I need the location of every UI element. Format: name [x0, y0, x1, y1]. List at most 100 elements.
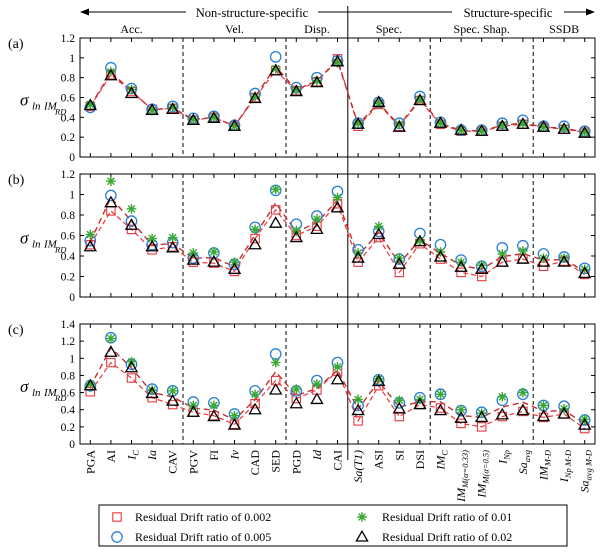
data-point-triangle: [248, 402, 262, 415]
data-point-triangle: [351, 403, 365, 416]
data-point-triangle: [392, 401, 407, 414]
data-point-triangle: [186, 252, 201, 265]
y-tick-label: 0.2: [61, 422, 76, 434]
data-point-triangle: [104, 195, 118, 208]
x-tick-label: Ia: [145, 450, 159, 461]
header-label-bg-right: [452, 4, 564, 20]
y-axis-label-sub: ln: [32, 387, 41, 399]
data-point-square: [270, 205, 281, 215]
data-point-triangle: [577, 126, 592, 138]
data-point-star: [126, 84, 137, 95]
data-point-triangle: [516, 117, 530, 129]
data-point-square: [456, 418, 466, 429]
data-point-star: [456, 404, 466, 415]
data-point-triangle: [104, 345, 118, 357]
legend-label-1: Residual Drift ratio of 0.01: [382, 510, 512, 524]
data-point-square: [147, 245, 157, 255]
data-point-star: [209, 400, 219, 411]
data-point-star: [147, 233, 157, 244]
y-tick-label: 1: [69, 190, 75, 202]
data-point-triangle: [289, 230, 304, 243]
data-point-triangle: [124, 218, 139, 230]
data-point-star: [291, 384, 302, 394]
data-point-star: [518, 387, 528, 398]
y-tick-label: 1: [69, 353, 75, 365]
series-line-red: [89, 202, 586, 278]
data-point-square: [476, 422, 487, 432]
data-point-star: [250, 389, 260, 400]
data-point-triangle: [165, 240, 180, 253]
y-tick-label: 0.6: [61, 231, 76, 243]
data-point-star: [579, 264, 590, 275]
data-point-triangle: [268, 216, 283, 228]
y-tick-label: 0.6: [61, 388, 76, 400]
x-tick-label: IMM(α=0.33): [454, 450, 470, 503]
data-point-star: [312, 75, 322, 86]
data-point-triangle: [248, 91, 262, 104]
data-point-square: [291, 393, 302, 404]
data-point-triangle: [413, 93, 427, 106]
data-point-square: [476, 271, 487, 282]
data-point-triangle: [516, 251, 530, 264]
data-point-triangle: [207, 255, 221, 267]
data-point-triangle: [557, 255, 571, 267]
data-point-star: [579, 127, 590, 138]
legend-marker-square: [112, 512, 122, 522]
section-label-0: Acc.: [120, 22, 142, 36]
data-point-star: [518, 118, 528, 129]
data-point-star: [188, 114, 199, 125]
data-point-star: [435, 118, 446, 129]
data-point-star: [106, 176, 116, 186]
x-tick-label: IMM-D: [537, 449, 553, 481]
data-point-triangle: [248, 237, 262, 250]
data-point-star: [435, 389, 446, 400]
data-point-star: [538, 400, 549, 411]
header-group-left: Non-structure-specific: [196, 6, 309, 20]
y-axis-label-rd: RD: [54, 393, 67, 403]
data-point-star: [291, 225, 302, 236]
section-label-5: SSDB: [549, 22, 579, 36]
y-axis-label: σ: [20, 229, 29, 248]
data-point-star: [373, 221, 384, 232]
data-point-triangle: [536, 409, 551, 422]
data-point-triangle: [165, 102, 180, 115]
data-point-star: [250, 224, 260, 235]
data-point-star: [291, 84, 302, 95]
y-tick-label: 0: [69, 152, 75, 164]
data-point-triangle: [577, 266, 592, 279]
header-group-right: Structure-specific: [464, 6, 553, 20]
legend-label-3: Residual Drift ratio of 0.02: [382, 530, 512, 544]
data-point-triangle: [310, 392, 324, 405]
y-axis-label-sub: ln: [32, 101, 41, 113]
x-tick-label: IMM(α=0.5): [475, 450, 491, 499]
data-point-triangle: [186, 113, 201, 125]
data-point-star: [538, 122, 549, 133]
data-point-star: [270, 184, 281, 195]
data-point-star: [394, 119, 405, 130]
data-point-triangle: [145, 239, 159, 252]
data-point-star: [353, 118, 363, 129]
data-point-star: [559, 253, 569, 263]
data-point-star: [167, 232, 178, 243]
data-point-triangle: [310, 75, 324, 88]
y-tick-label: 0: [69, 292, 75, 304]
x-tick-label: SI: [392, 450, 406, 461]
data-point-triangle: [145, 386, 159, 399]
legend-label-0: Residual Drift ratio of 0.002: [135, 510, 271, 524]
x-tick-label: CAV: [166, 450, 180, 474]
data-point-star: [250, 91, 260, 102]
data-point-star: [373, 374, 384, 384]
data-point-star: [332, 192, 343, 203]
x-tick-label: SED: [269, 450, 283, 473]
data-point-star: [270, 63, 281, 74]
x-tick-label: INp: [495, 450, 511, 465]
data-point-triangle: [83, 239, 98, 252]
y-axis-label: σ: [20, 91, 29, 110]
panel-label: (c): [8, 323, 24, 338]
y-axis-label: σ: [20, 377, 29, 396]
data-point-triangle: [433, 403, 448, 416]
data-point-triangle: [516, 403, 530, 416]
data-point-triangle: [83, 378, 98, 391]
data-point-star: [85, 229, 96, 240]
